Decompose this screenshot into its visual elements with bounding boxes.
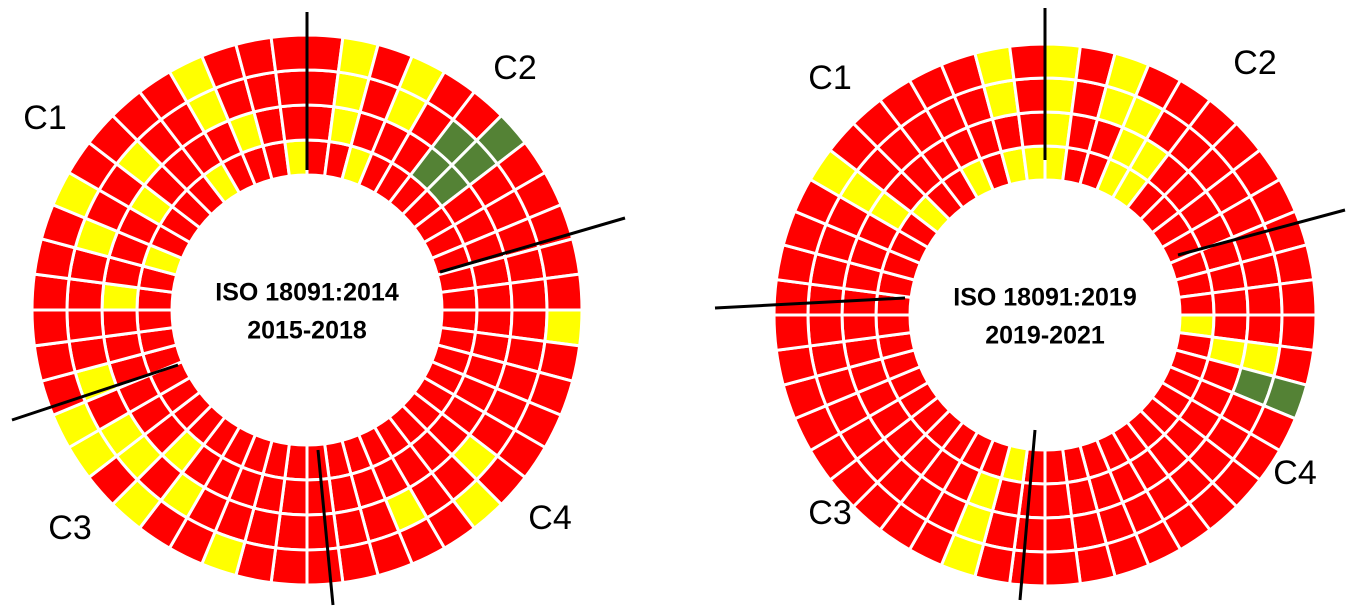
segment [1043,447,1069,486]
segment [874,313,913,339]
segment [100,308,141,339]
segment [30,308,71,348]
divider [11,363,179,422]
divider [1177,208,1346,257]
segment [135,308,175,334]
divider [714,296,906,310]
segment [1043,514,1078,554]
segment [1278,277,1318,317]
segment [543,308,584,348]
segment [273,68,309,109]
segment [973,44,1016,88]
segment [508,276,549,312]
segment [305,511,341,552]
center-label: 2019-2021 [985,322,1105,350]
clause-label: C1 [23,99,66,137]
segment [1074,542,1117,586]
clause-label: C2 [1233,44,1276,82]
segment [1021,144,1047,183]
segment [840,313,880,344]
segment [1272,243,1316,286]
segment [536,236,582,281]
segment [269,33,309,74]
segment [278,103,309,144]
segment [772,277,812,317]
segment [774,344,818,387]
divider [1018,429,1037,601]
segment [1043,480,1074,520]
segment [283,138,309,178]
segment [30,272,71,312]
segment [1007,548,1047,588]
segment [233,35,278,81]
clause-label: C3 [48,509,91,547]
segment [543,272,584,312]
segment [1043,548,1083,588]
segment [305,546,345,587]
center-label: ISO 18091:2019 [953,284,1136,312]
segment [1043,42,1083,82]
clause-label: C3 [808,494,851,532]
ring-chart: ISO 18091:2019 2019-2021 C1 C2 C3 C4 [772,42,1318,588]
segment [1177,291,1216,317]
segment [1012,76,1047,116]
segment [269,546,309,587]
segment [1210,286,1250,317]
clause-label: C1 [808,59,851,97]
segment [1244,282,1284,317]
segment [439,286,479,312]
segment [1016,110,1047,150]
segment [305,33,345,74]
segment [65,308,106,344]
segment [1007,42,1047,82]
segment [772,313,812,353]
clause-label: C4 [1273,454,1316,492]
clause-label: C2 [493,49,536,87]
ring-chart: ISO 18091:2014 2015-2018 C1 C2 C3 C4 [23,33,584,587]
segment [336,539,381,585]
segment [32,339,78,384]
divider [439,216,626,274]
center-label: ISO 18091:2014 [215,279,399,307]
divider [316,449,335,606]
segment [806,313,846,348]
center-label: 2015-2018 [247,317,367,345]
segment [473,281,514,312]
clause-label: C4 [528,499,571,537]
segment [1278,313,1318,353]
